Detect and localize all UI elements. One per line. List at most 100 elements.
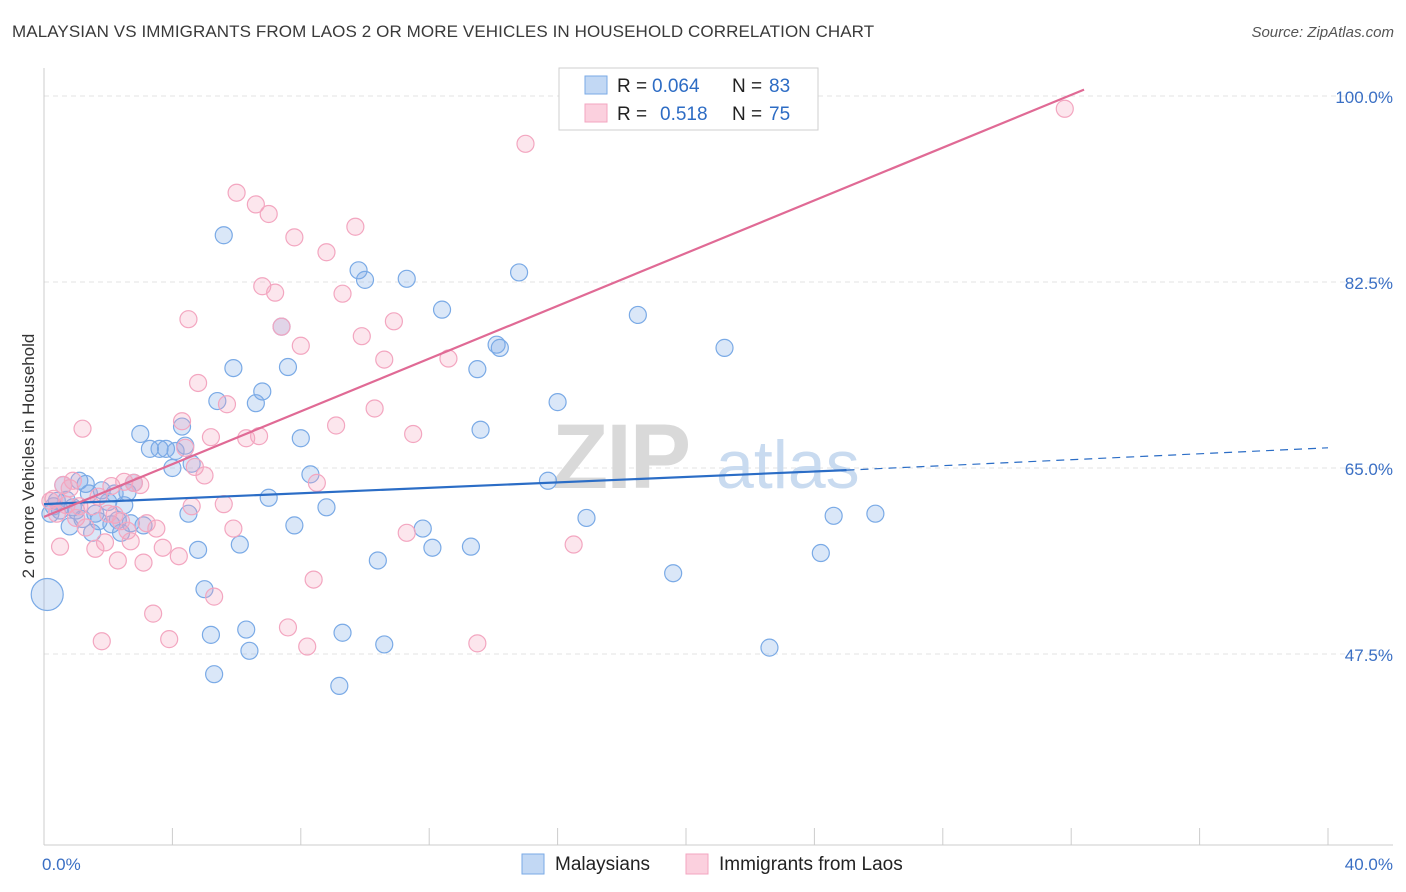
- malaysians-point: [664, 564, 683, 583]
- laos-point: [137, 514, 156, 533]
- malaysians-point: [423, 538, 442, 557]
- malaysians-point: [172, 417, 192, 436]
- malaysians-point: [285, 516, 304, 535]
- malaysians-point: [538, 471, 558, 490]
- laos-point: [182, 497, 201, 516]
- malaysians-point: [131, 424, 150, 444]
- trend-lines: [43, 88, 1329, 518]
- legend-swatch-malaysians: [521, 853, 545, 875]
- x-tick-label-max: 40.0%: [1345, 855, 1393, 874]
- stats-r-label-2: R =: [617, 104, 647, 125]
- laos-point: [298, 637, 317, 656]
- laos-point: [95, 533, 115, 552]
- laos-point: [346, 217, 365, 236]
- laos-point: [92, 632, 111, 651]
- laos-point: [291, 336, 310, 355]
- laos-point: [333, 284, 352, 303]
- stats-n-label-1: N =: [732, 76, 762, 97]
- laos-trend-line: [43, 88, 1085, 518]
- malaysians-point: [188, 540, 208, 559]
- laos-point: [153, 538, 172, 557]
- malaysians-point: [195, 580, 214, 599]
- laos-point: [179, 310, 198, 329]
- malaysians-trend-line: [43, 469, 847, 506]
- y-tick-labels: 47.5% 65.0% 82.5% 100.0%: [1335, 88, 1393, 665]
- laos-point: [227, 183, 246, 202]
- laos-point: [365, 399, 384, 418]
- watermark-zip: ZIP: [552, 406, 689, 508]
- laos-point: [246, 195, 265, 214]
- laos-point: [73, 419, 92, 438]
- malaysians-point: [490, 338, 509, 357]
- laos-point: [188, 373, 208, 393]
- laos-point: [317, 243, 336, 262]
- legend-swatch-laos: [685, 853, 709, 875]
- malaysians-point: [413, 519, 432, 538]
- laos-point: [272, 317, 291, 336]
- malaysians-point: [253, 382, 272, 401]
- y-tick-label: 100.0%: [1335, 88, 1393, 107]
- axes: [43, 68, 1393, 846]
- laos-point: [384, 312, 403, 331]
- malaysians-point: [214, 226, 233, 245]
- bottom-legend: Malaysians Immigrants from Laos: [521, 853, 903, 875]
- laos-point: [224, 519, 243, 538]
- malaysians-point: [237, 620, 256, 639]
- malaysians-trend-line-extension: [846, 447, 1329, 471]
- malaysians-point: [246, 394, 265, 413]
- laos-point: [134, 553, 153, 572]
- stats-r-label-1: R =: [617, 76, 647, 97]
- legend-label-malaysians: Malaysians: [555, 854, 650, 875]
- malaysians-point: [461, 537, 481, 556]
- laos-point: [147, 519, 166, 538]
- laos-point: [285, 228, 304, 247]
- laos-point: [144, 604, 163, 623]
- watermark-atlas: atlas: [716, 427, 860, 503]
- laos-point: [86, 539, 105, 558]
- malaysians-point: [760, 638, 779, 657]
- laos-point: [327, 416, 346, 435]
- laos-point: [172, 412, 192, 431]
- laos-point: [111, 512, 131, 531]
- y-tick-label: 65.0%: [1345, 460, 1393, 479]
- laos-point: [176, 438, 195, 457]
- malaysians-point: [240, 641, 259, 660]
- malaysians-point: [509, 263, 529, 282]
- stats-legend-box: R = 0.064 N = 83 R = 0.518 N = 75: [558, 67, 819, 131]
- malaysians-point: [487, 335, 506, 354]
- malaysians-point: [278, 357, 298, 377]
- malaysians-point: [230, 535, 249, 554]
- stats-n-value-1: 83: [769, 76, 790, 97]
- malaysians-point: [208, 391, 227, 411]
- laos-point: [397, 523, 416, 542]
- malaysians-point: [291, 429, 310, 448]
- stats-r-value-2: 0.518: [660, 104, 708, 125]
- malaysians-point: [201, 625, 221, 644]
- watermark: ZIP atlas: [552, 406, 860, 508]
- y-axis-label: 2 or more Vehicles in Household: [19, 334, 38, 579]
- grid-lines: [44, 95, 1393, 655]
- laos-point: [375, 350, 394, 369]
- laos-point: [266, 283, 285, 302]
- laos-point: [214, 495, 233, 514]
- malaysians-point: [224, 358, 243, 378]
- y-tick-label: 82.5%: [1345, 274, 1393, 293]
- laos-point: [259, 204, 278, 224]
- stats-swatch-malaysians: [584, 75, 608, 95]
- malaysians-point: [317, 498, 336, 517]
- malaysians-point: [368, 551, 387, 570]
- malaysians-point: [140, 439, 160, 458]
- laos-point: [205, 587, 224, 606]
- stats-n-value-2: 75: [769, 104, 790, 125]
- laos-point: [63, 471, 82, 490]
- laos-point: [76, 518, 95, 537]
- stats-swatch-laos: [584, 103, 608, 123]
- malaysians-point: [205, 665, 224, 684]
- laos-point: [66, 508, 86, 528]
- laos-point: [50, 537, 70, 556]
- laos-point: [195, 466, 214, 485]
- y-tick-label: 47.5%: [1345, 646, 1393, 665]
- laos-point: [352, 327, 371, 346]
- laos-point: [564, 535, 583, 554]
- laos-point: [118, 521, 137, 540]
